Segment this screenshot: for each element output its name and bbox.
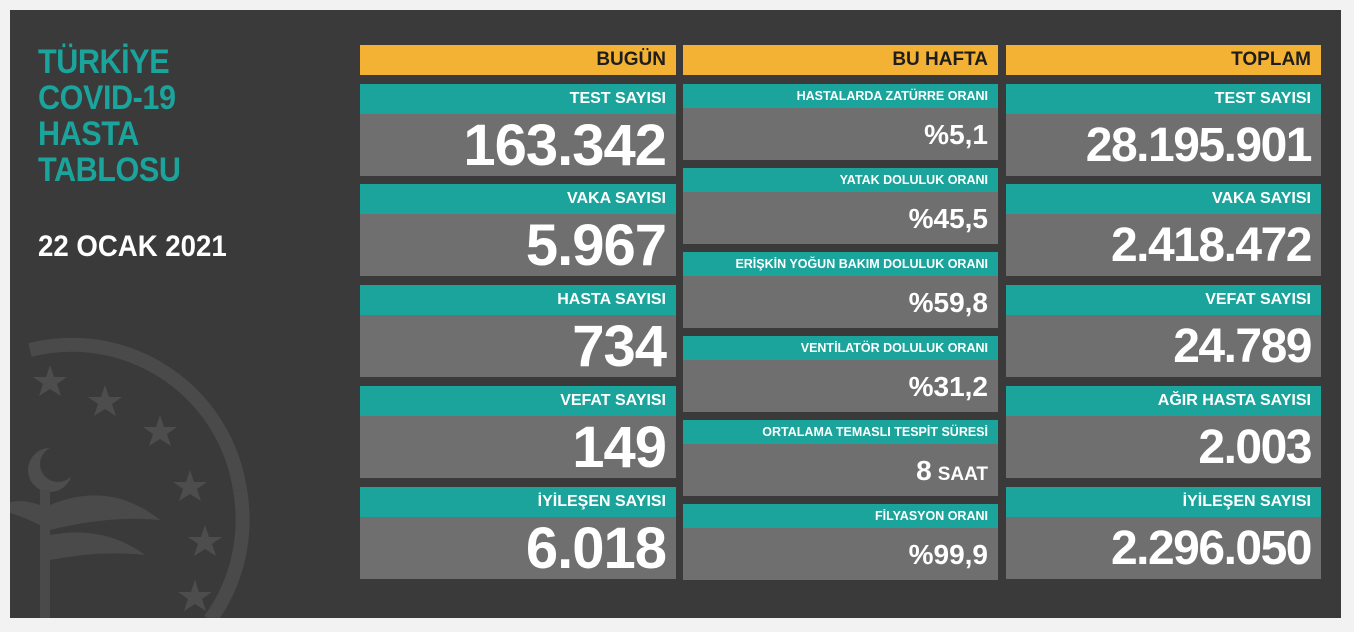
total-column: TOPLAM TEST SAYISI 28.195.901 VAKA SAYIS…: [1006, 45, 1321, 585]
title-line: TÜRKİYE: [38, 43, 170, 81]
card-value: %99,9: [683, 528, 998, 580]
card-value: 2.296.050: [1006, 517, 1321, 579]
card-label: HASTALARDA ZATÜRRE ORANI: [683, 84, 998, 108]
card-label: FİLYASYON ORANI: [683, 504, 998, 528]
card-value: 163.342: [360, 114, 676, 178]
total-card-death: VEFAT SAYISI 24.789: [1006, 285, 1321, 377]
week-card-icu: ERİŞKİN YOĞUN BAKIM DOLULUK ORANI %59,8: [683, 252, 998, 328]
total-card-severe: AĞIR HASTA SAYISI 2.003: [1006, 386, 1321, 478]
value-number: 8: [916, 455, 932, 486]
week-column: BU HAFTA HASTALARDA ZATÜRRE ORANI %5,1 Y…: [683, 45, 998, 585]
title-line: TABLOSU: [38, 151, 181, 189]
card-label: VAKA SAYISI: [360, 184, 676, 214]
card-label: VAKA SAYISI: [1006, 184, 1321, 214]
total-card-recovered: İYİLEŞEN SAYISI 2.296.050: [1006, 487, 1321, 579]
week-card-ventilator: VENTİLATÖR DOLULUK ORANI %31,2: [683, 336, 998, 412]
card-label: ERİŞKİN YOĞUN BAKIM DOLULUK ORANI: [683, 252, 998, 276]
card-value: 28.195.901: [1006, 114, 1321, 176]
card-value: 2.418.472: [1006, 214, 1321, 276]
card-value: %59,8: [683, 276, 998, 328]
total-card-case: VAKA SAYISI 2.418.472: [1006, 184, 1321, 276]
card-value: %5,1: [683, 108, 998, 160]
total-header: TOPLAM: [1006, 45, 1321, 75]
report-date: 22 OCAK 2021: [38, 230, 227, 263]
week-card-pneumonia: HASTALARDA ZATÜRRE ORANI %5,1: [683, 84, 998, 160]
week-card-filiation: FİLYASYON ORANI %99,9: [683, 504, 998, 580]
week-card-bed: YATAK DOLULUK ORANI %45,5: [683, 168, 998, 244]
week-card-contact-time: ORTALAMA TEMASLI TESPİT SÜRESİ 8 SAAT: [683, 420, 998, 496]
page-title: TÜRKİYE COVID-19 HASTA TABLOSU: [38, 44, 196, 188]
card-label: ORTALAMA TEMASLI TESPİT SÜRESİ: [683, 420, 998, 444]
card-value: %45,5: [683, 192, 998, 244]
card-label: VEFAT SAYISI: [1006, 285, 1321, 315]
card-label: İYİLEŞEN SAYISI: [1006, 487, 1321, 517]
today-card-patient: HASTA SAYISI 734: [360, 285, 676, 379]
card-label: VEFAT SAYISI: [360, 386, 676, 416]
card-label: İYİLEŞEN SAYISI: [360, 487, 676, 517]
week-header: BU HAFTA: [683, 45, 998, 75]
card-value: 734: [360, 315, 676, 379]
card-label: TEST SAYISI: [360, 84, 676, 114]
value-unit: SAAT: [937, 464, 988, 485]
card-value: %31,2: [683, 360, 998, 412]
today-column: BUGÜN TEST SAYISI 163.342 VAKA SAYISI 5.…: [360, 45, 676, 585]
card-label: TEST SAYISI: [1006, 84, 1321, 114]
dashboard-panel: TÜRKİYE COVID-19 HASTA TABLOSU 22 OCAK 2…: [10, 10, 1341, 618]
title-line: HASTA: [38, 115, 139, 153]
today-card-death: VEFAT SAYISI 149: [360, 386, 676, 480]
card-label: YATAK DOLULUK ORANI: [683, 168, 998, 192]
card-label: VENTİLATÖR DOLULUK ORANI: [683, 336, 998, 360]
card-value: 24.789: [1006, 315, 1321, 377]
card-value: 149: [360, 416, 676, 480]
ministry-emblem-icon: [10, 337, 250, 618]
today-card-case: VAKA SAYISI 5.967: [360, 184, 676, 278]
card-value: 8 SAAT: [683, 444, 998, 496]
card-value: 2.003: [1006, 416, 1321, 478]
today-card-test: TEST SAYISI 163.342: [360, 84, 676, 178]
today-card-recovered: İYİLEŞEN SAYISI 6.018: [360, 487, 676, 581]
card-label: HASTA SAYISI: [360, 285, 676, 315]
title-line: COVID-19: [38, 79, 176, 117]
card-label: AĞIR HASTA SAYISI: [1006, 386, 1321, 416]
card-value: 6.018: [360, 517, 676, 581]
today-header: BUGÜN: [360, 45, 676, 75]
card-value: 5.967: [360, 214, 676, 278]
total-card-test: TEST SAYISI 28.195.901: [1006, 84, 1321, 176]
